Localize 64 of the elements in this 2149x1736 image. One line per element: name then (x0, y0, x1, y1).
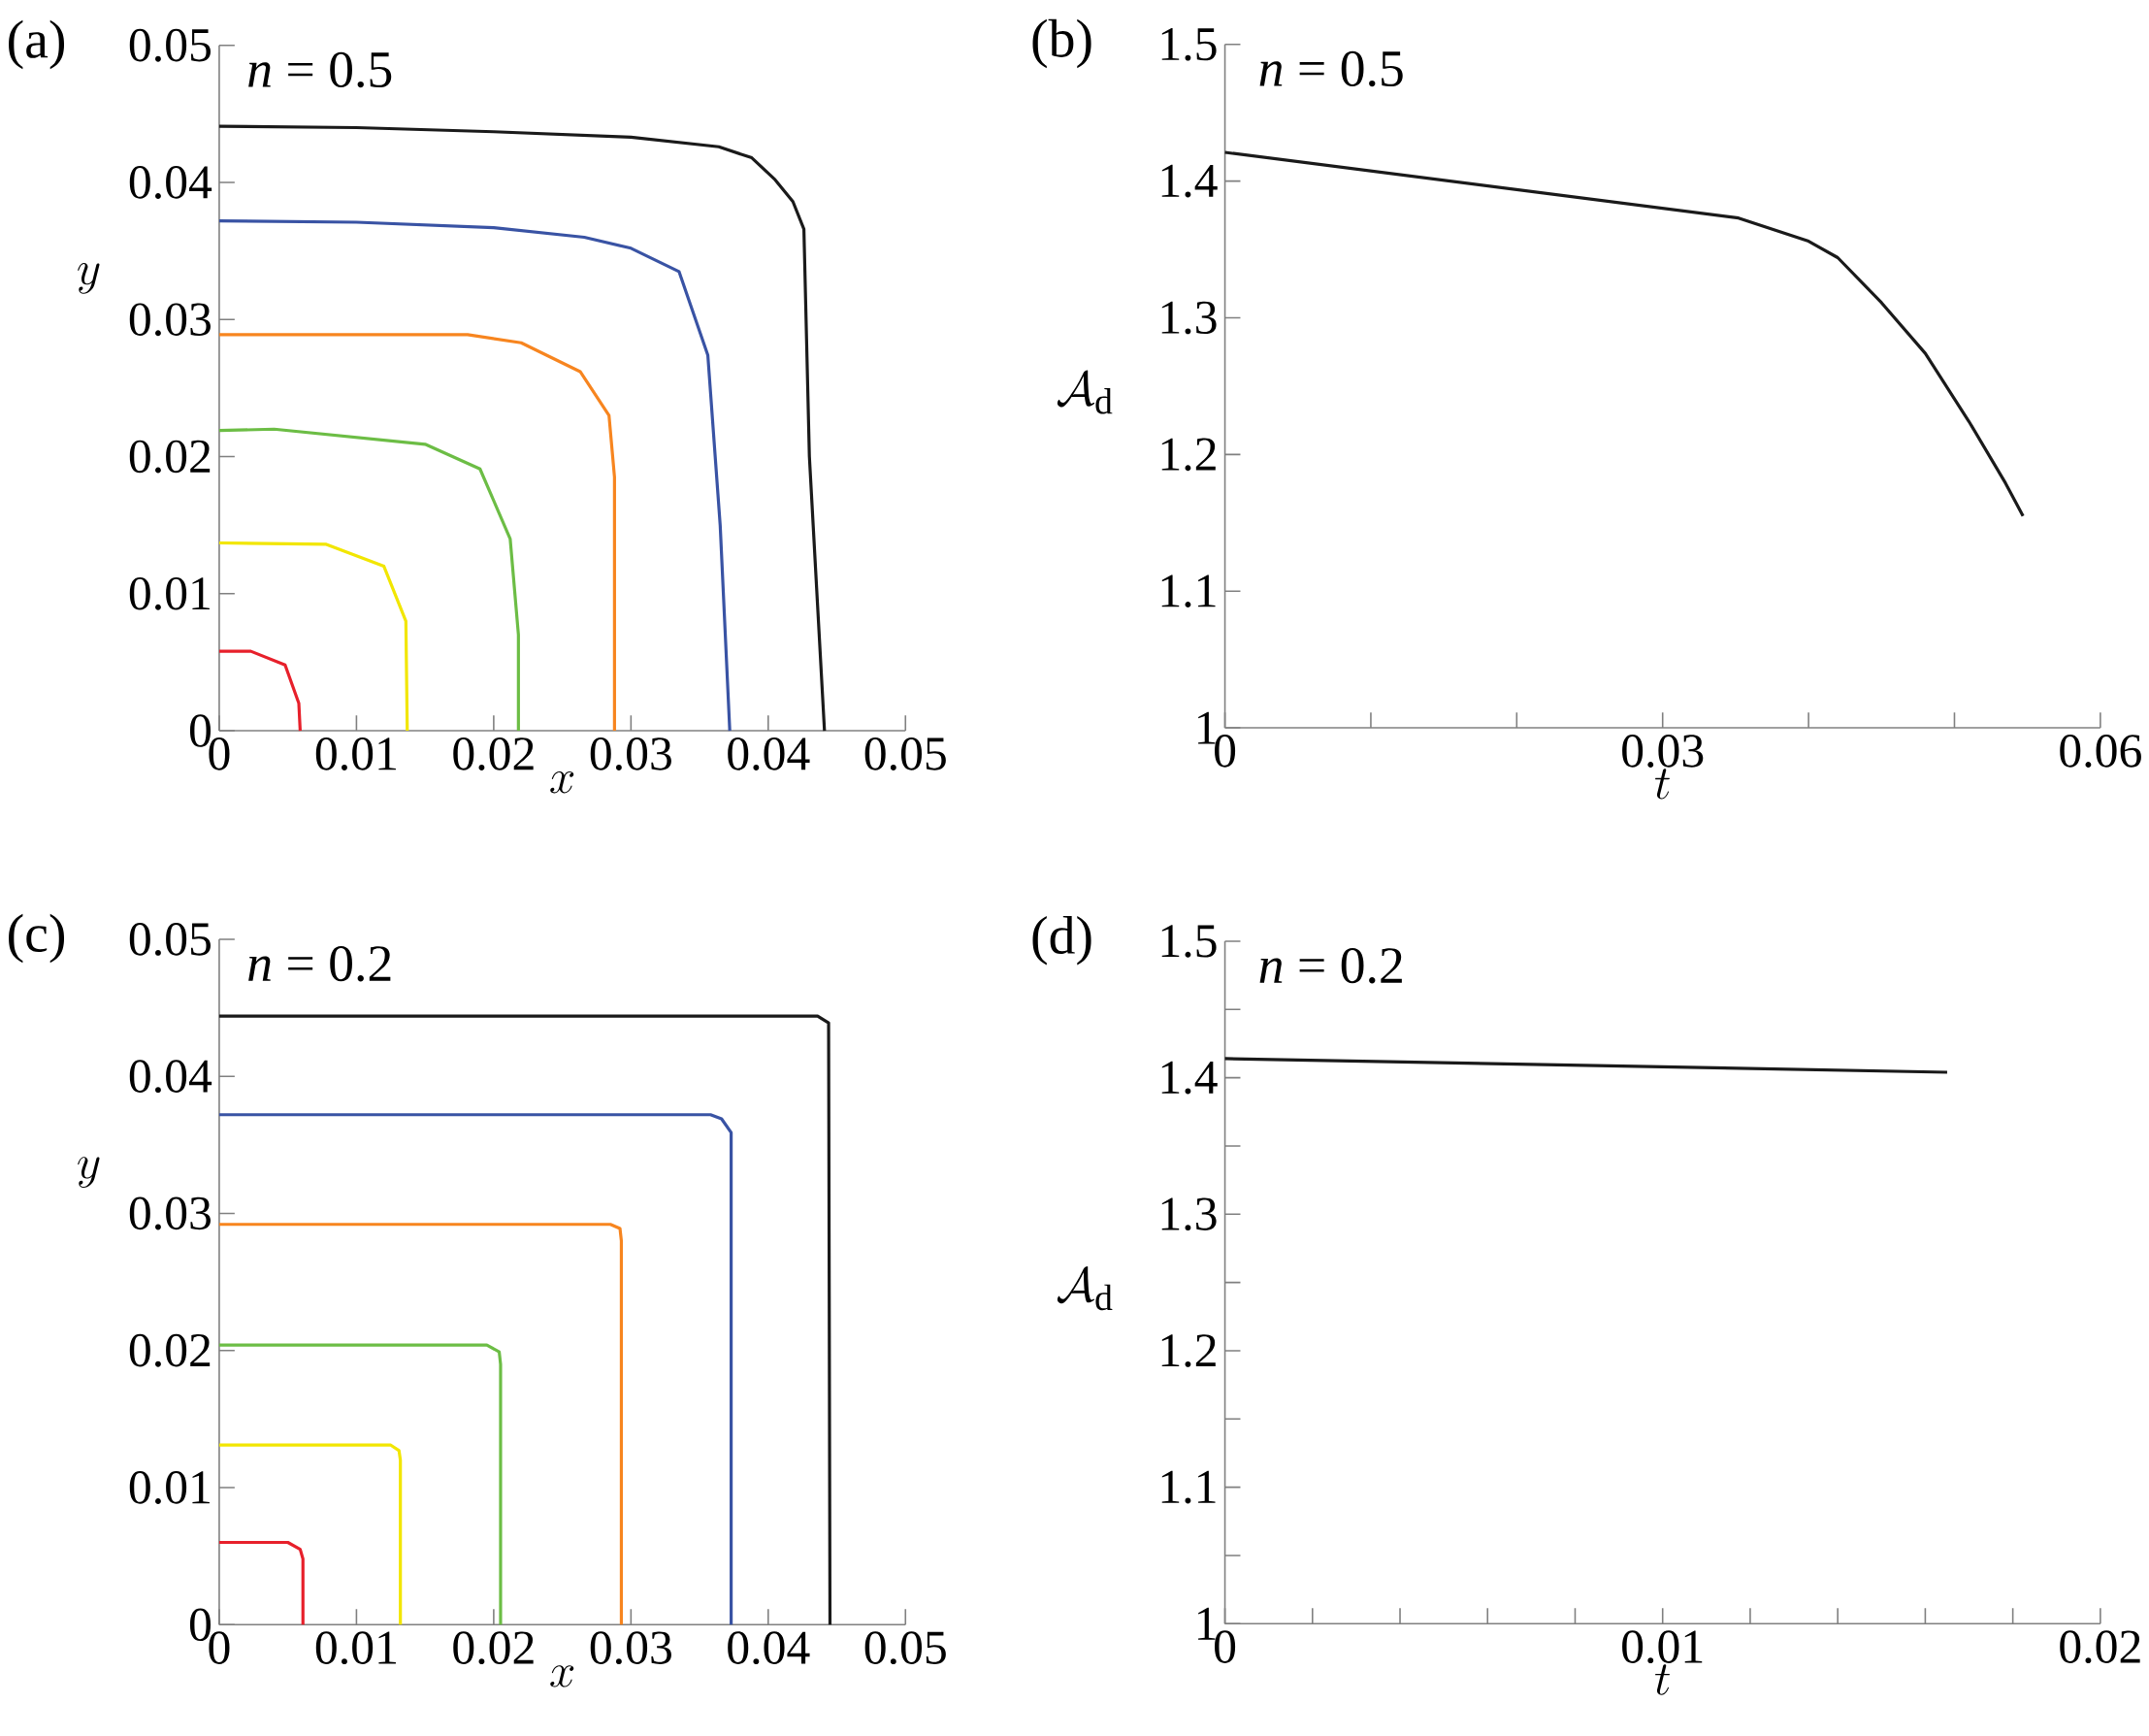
y-tick-label: 0.01 (129, 1471, 210, 1505)
line-series (217, 333, 616, 733)
y-tick-label: 1.1 (1161, 1471, 1216, 1504)
line-series (217, 1541, 305, 1627)
y-tick-label: 0.01 (129, 577, 210, 610)
x-tick-label: 0.01 (315, 737, 396, 771)
x-axis-title: $t$ (1655, 769, 1670, 800)
line-series (217, 1343, 503, 1627)
x-tick-label: 0.02 (453, 1631, 534, 1665)
y-tick-label: 1.3 (1161, 1197, 1217, 1231)
x-tick-label: 0.01 (315, 1631, 396, 1665)
y-tick-label: 0.03 (129, 1196, 211, 1230)
y-tick-label: 1.1 (1161, 574, 1216, 608)
annotation: n = 0.2 (1259, 948, 1402, 984)
line-series (217, 649, 302, 733)
y-axis-title: $\mathcal{A}_\mathrm{d}$ (1057, 1266, 1113, 1311)
y-tick-label: 0.05 (129, 29, 211, 62)
y-tick-label: 0.04 (129, 166, 212, 200)
annotation: n = 0.5 (1259, 50, 1403, 87)
y-tick-label: 1.5 (1161, 28, 1217, 61)
x-tick-label: 0.05 (864, 737, 946, 771)
y-tick-label: 1.4 (1161, 1062, 1218, 1095)
x-tick-label: 0.03 (590, 737, 671, 771)
y-axis-title: $y$ (78, 1157, 100, 1189)
annotation: n = 0.5 (248, 51, 392, 88)
line-series (217, 1113, 733, 1627)
chart-title: (d) (1032, 916, 1091, 966)
y-tick-label: 0.02 (129, 1334, 211, 1367)
x-tick-label: 0.06 (2060, 735, 2141, 769)
chart-title: (a) (9, 19, 65, 70)
y-axis-title: $y$ (78, 263, 100, 294)
line-series (217, 541, 409, 733)
x-tick-label: 0.01 (1622, 1630, 1703, 1664)
chart-title: (c) (9, 914, 65, 964)
y-tick-label: 1.2 (1161, 1334, 1216, 1367)
x-tick-label: 0.03 (1622, 735, 1704, 769)
y-tick-label: 0.05 (129, 923, 211, 957)
x-axis-title: $x$ (550, 771, 574, 794)
y-axis-title: $\mathcal{A}_\mathrm{d}$ (1057, 370, 1113, 414)
x-axis-title: $x$ (550, 1665, 574, 1687)
line-series (217, 1223, 624, 1627)
line-series (217, 124, 827, 733)
line-series (1222, 150, 2025, 518)
y-tick-label: 1.4 (1161, 165, 1218, 198)
line-series (217, 427, 520, 733)
y-tick-label: 1.2 (1161, 438, 1216, 472)
y-tick-label: 0.04 (129, 1060, 212, 1094)
x-axis-title: $t$ (1655, 1664, 1670, 1695)
y-tick-label: 1.5 (1161, 925, 1217, 958)
line-series (217, 1443, 403, 1627)
y-tick-label: 0.03 (129, 303, 211, 337)
x-tick-label: 0.03 (590, 1631, 671, 1665)
y-tick-label: 1 (1198, 1608, 1216, 1640)
x-tick-label: 0.04 (728, 737, 810, 771)
annotation: n = 0.2 (248, 946, 391, 982)
chart-title: (b) (1032, 18, 1091, 69)
x-tick-label: 0.02 (2060, 1630, 2140, 1664)
x-tick-label: 0.04 (728, 1631, 810, 1665)
y-tick-label: 1.3 (1161, 301, 1217, 335)
x-tick-label: 0.02 (453, 737, 534, 771)
x-tick-label: 0.05 (864, 1631, 946, 1665)
line-series (217, 219, 732, 733)
y-tick-label: 1 (1198, 711, 1216, 744)
y-tick-label: 0.02 (129, 440, 211, 474)
